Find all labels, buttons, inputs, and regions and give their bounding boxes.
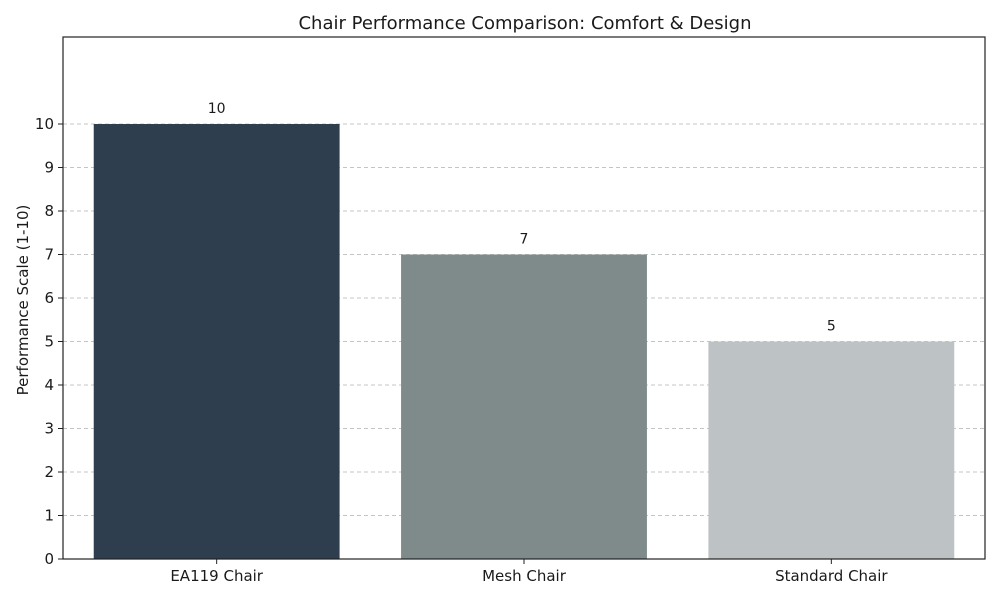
bars: [93, 124, 955, 559]
y-tick-label: 5: [44, 333, 54, 351]
y-tick-label: 10: [35, 115, 54, 133]
bar-value-label: 5: [827, 319, 836, 335]
y-tick-label: 8: [44, 202, 54, 220]
y-tick-label: 2: [44, 463, 54, 481]
x-tick-label: Standard Chair: [775, 567, 888, 585]
y-tick-label: 0: [44, 550, 54, 568]
y-tick-label: 1: [44, 507, 54, 525]
bar: [93, 124, 340, 559]
y-tick-label: 4: [44, 376, 54, 394]
x-tick-label: Mesh Chair: [482, 567, 567, 585]
y-axis-label: Performance Scale (1-10): [14, 205, 32, 396]
y-tick-label: 6: [44, 289, 54, 307]
chart-title: Chair Performance Comparison: Comfort & …: [298, 13, 751, 34]
data-labels: 10 7 5: [208, 101, 836, 335]
y-tick-label: 9: [44, 159, 54, 177]
x-tick-label: EA119 Chair: [170, 567, 263, 585]
bar-value-label: 10: [208, 101, 226, 117]
y-tick-label: 7: [44, 246, 54, 264]
y-tick-label: 3: [44, 420, 54, 438]
plot-frame: [62, 36, 986, 560]
axes: 0 1 2 3 4 5 6 7 8 9 10 EA119 Chair Mesh Chair Standar…: [35, 115, 889, 585]
bar: [708, 341, 955, 559]
bar: [401, 254, 647, 559]
bar-value-label: 7: [520, 232, 529, 248]
